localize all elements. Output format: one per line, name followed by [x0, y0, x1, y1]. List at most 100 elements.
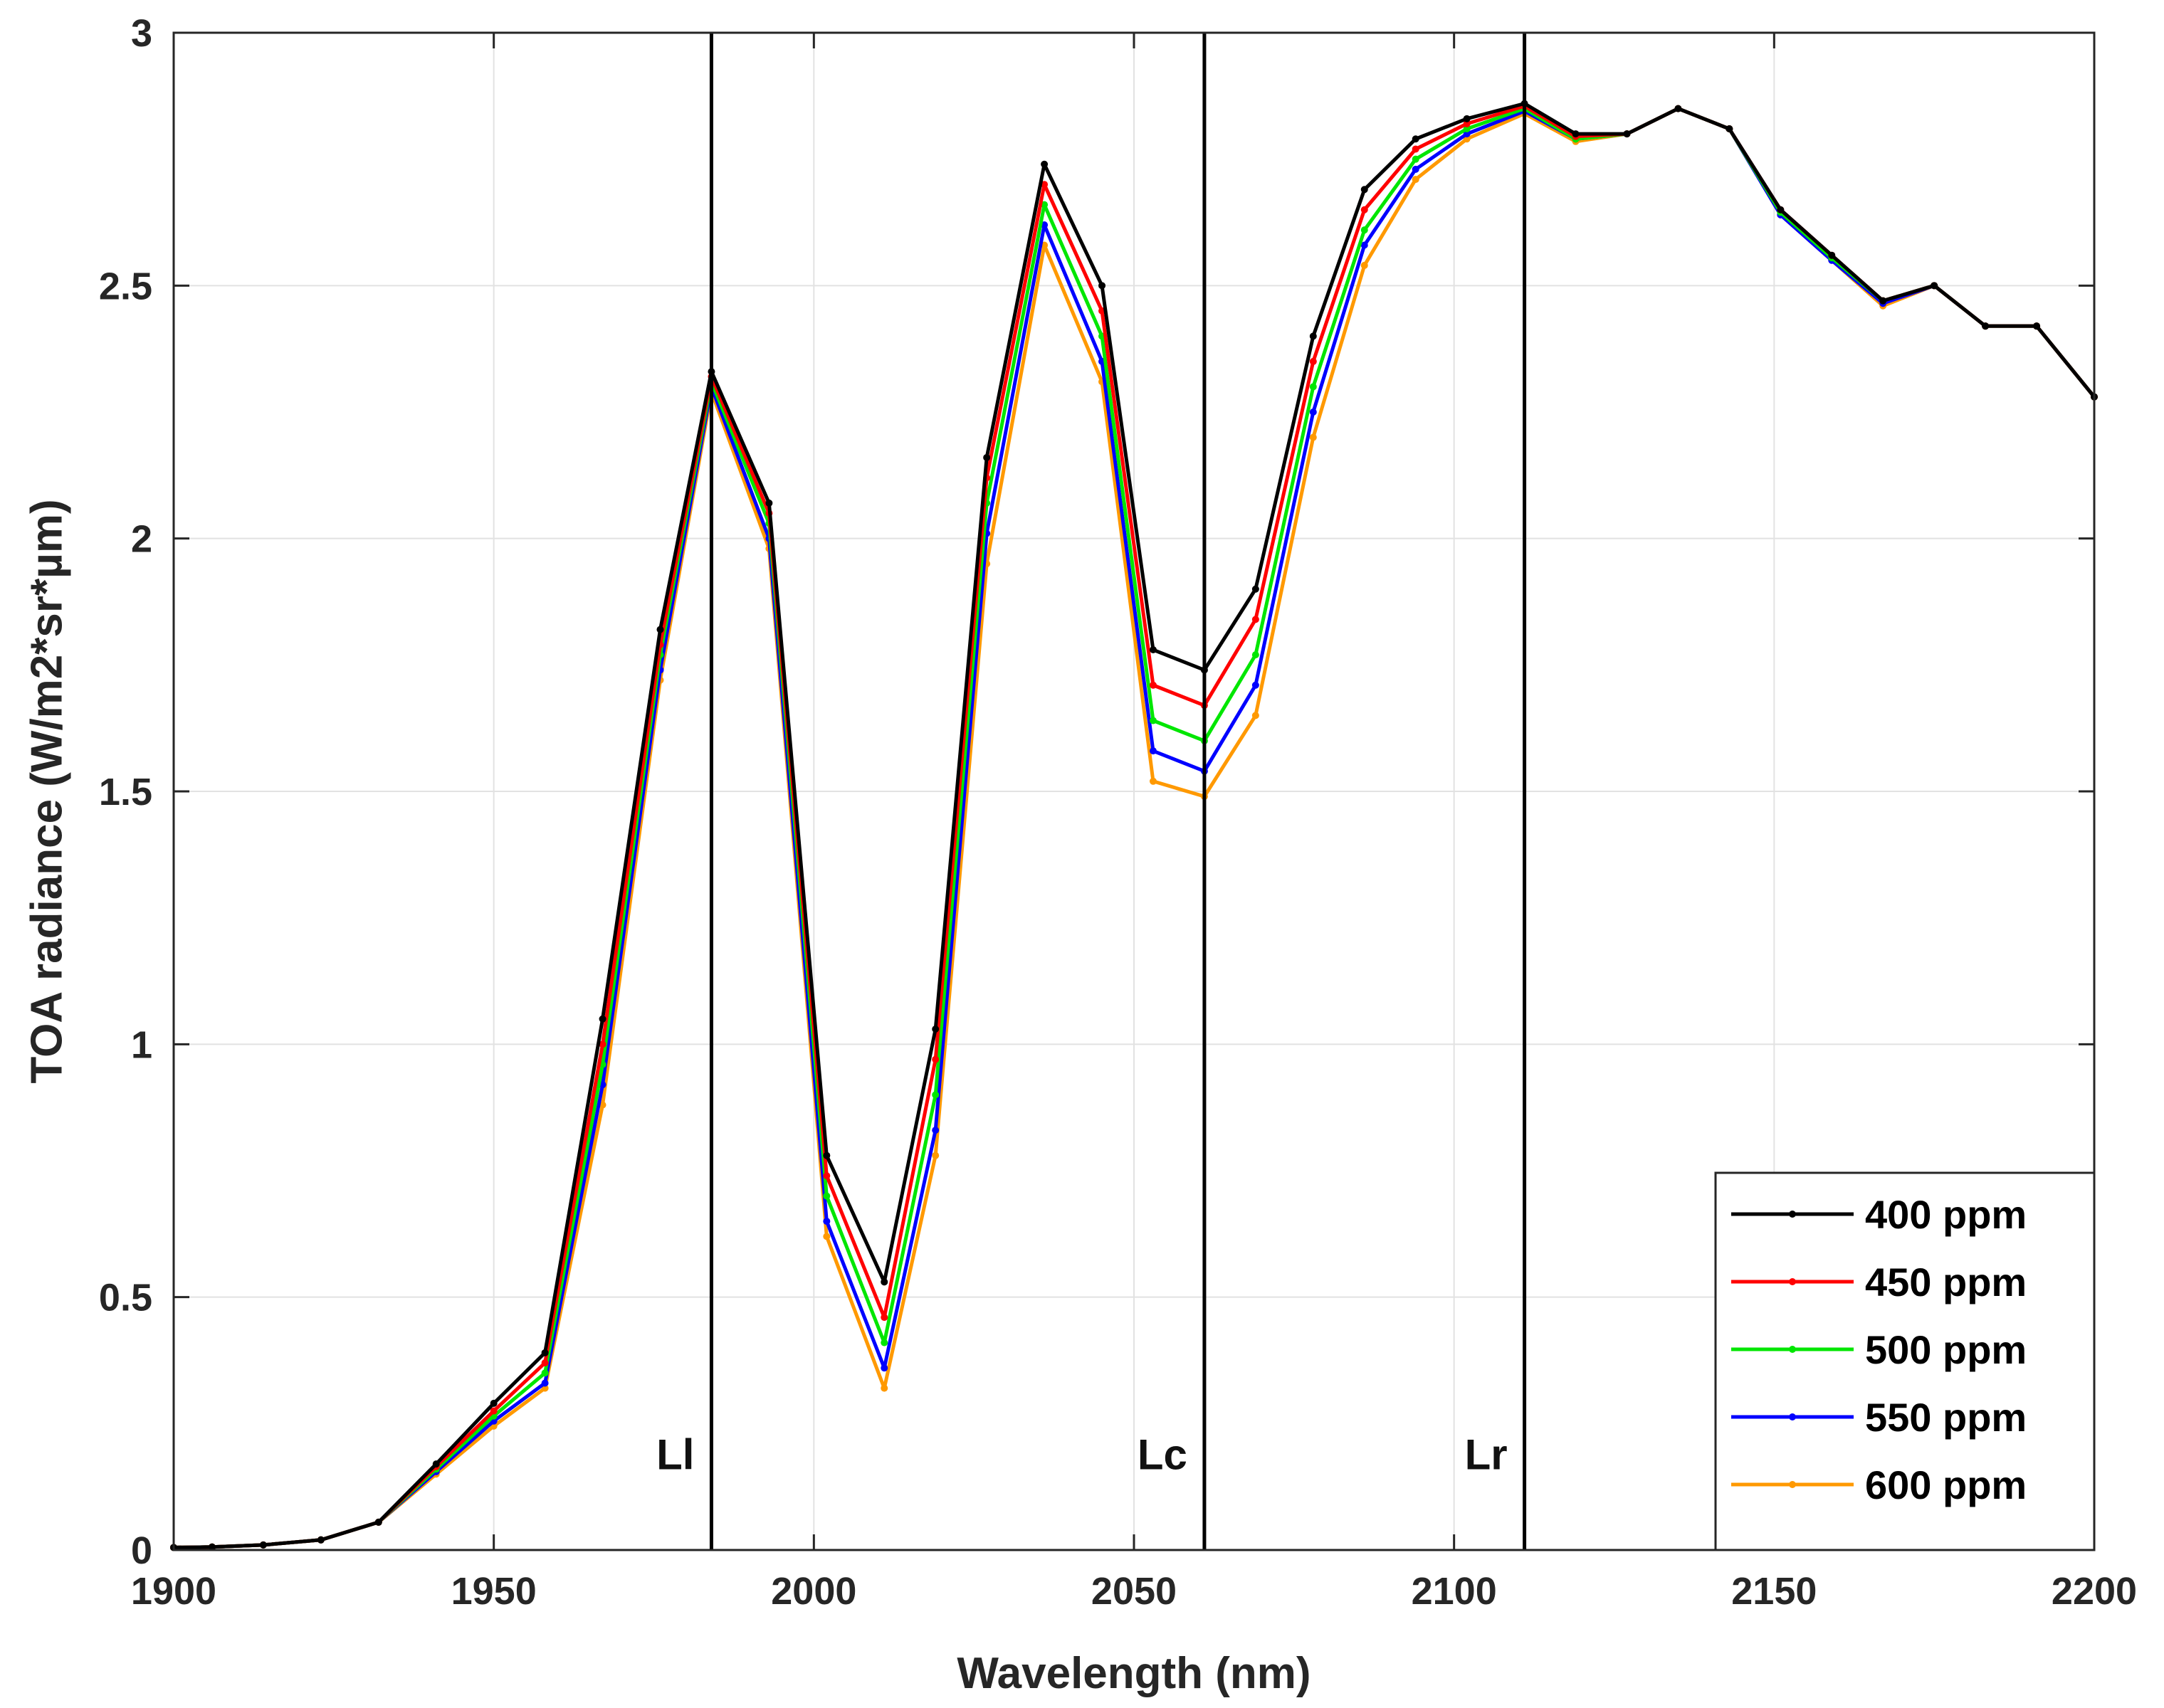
data-point: [1463, 115, 1471, 122]
data-point: [1041, 160, 1049, 168]
data-point: [881, 1339, 888, 1346]
data-point: [1309, 332, 1317, 340]
data-point: [1931, 282, 1938, 290]
data-point: [1149, 646, 1157, 654]
data-point: [1251, 712, 1259, 719]
data-point: [823, 1192, 831, 1200]
data-point: [823, 1151, 831, 1159]
x-tick-label: 2100: [1412, 1570, 1497, 1613]
x-axis-label: Wavelength (nm): [957, 1649, 1311, 1698]
data-point: [1098, 282, 1106, 290]
legend-marker: [1789, 1481, 1796, 1488]
data-point: [1412, 176, 1419, 184]
data-point: [541, 1369, 549, 1377]
data-point: [1879, 297, 1887, 305]
data-point: [259, 1541, 267, 1549]
x-tick-label: 1950: [451, 1570, 537, 1613]
data-point: [1982, 322, 1990, 330]
data-point: [374, 1518, 382, 1526]
data-point: [1251, 616, 1259, 623]
data-point: [881, 1314, 888, 1322]
x-tick-label: 2000: [771, 1570, 856, 1613]
data-point: [932, 1091, 940, 1099]
legend-entry: 400 ppm: [1865, 1192, 2027, 1237]
data-point: [765, 499, 773, 507]
data-point: [881, 1278, 888, 1286]
legend-entry: 600 ppm: [1865, 1462, 2027, 1507]
data-point: [541, 1349, 549, 1356]
y-tick-label: 1.5: [99, 771, 152, 813]
vertical-marker-label: Lc: [1138, 1430, 1187, 1478]
data-point: [823, 1233, 831, 1240]
data-point: [1149, 681, 1157, 689]
data-point: [1674, 105, 1682, 112]
data-point: [881, 1384, 888, 1392]
data-point: [932, 1151, 940, 1159]
data-point: [2033, 322, 2041, 330]
data-point: [1828, 251, 1836, 259]
y-tick-label: 2: [131, 518, 152, 561]
x-tick-label: 2200: [2052, 1570, 2137, 1613]
y-tick-label: 1: [131, 1023, 152, 1066]
data-point: [932, 1127, 940, 1134]
vertical-markers: Ll Lc Lr: [656, 33, 1527, 1550]
legend-box: [1714, 1171, 2096, 1551]
data-point: [1412, 145, 1419, 153]
data-point: [541, 1379, 549, 1387]
series-group: [170, 100, 2098, 1551]
data-point: [1777, 206, 1785, 214]
data-point: [1412, 165, 1419, 173]
data-point: [656, 626, 664, 633]
data-point: [932, 1026, 940, 1033]
data-point: [1360, 226, 1368, 234]
data-point: [1412, 135, 1419, 143]
data-point: [823, 1172, 831, 1180]
data-point: [1149, 717, 1157, 724]
y-axis-label: TOA radiance (W/m2*sr*µm): [22, 499, 71, 1083]
y-tick-label: 3: [131, 12, 152, 55]
legend-entry: 550 ppm: [1865, 1395, 2027, 1440]
data-point: [1360, 241, 1368, 249]
data-point: [1463, 130, 1471, 138]
x-tick-label: 2150: [1731, 1570, 1817, 1613]
data-point: [541, 1359, 549, 1367]
data-point: [1149, 747, 1157, 755]
data-point: [1251, 585, 1259, 593]
data-point: [1572, 130, 1580, 138]
data-point: [1360, 261, 1368, 269]
data-point: [1309, 357, 1317, 365]
x-tick-label: 2050: [1091, 1570, 1177, 1613]
data-point: [1041, 181, 1049, 189]
legend-marker: [1789, 1278, 1796, 1285]
y-tick-label: 2.5: [99, 265, 152, 307]
y-tick-label: 0.5: [99, 1277, 152, 1319]
data-point: [599, 1015, 606, 1023]
data-point: [1726, 125, 1733, 133]
data-point: [1463, 125, 1471, 133]
vertical-marker-label: Lr: [1465, 1430, 1508, 1478]
data-point: [1360, 206, 1368, 214]
legend-entry: 450 ppm: [1865, 1260, 2027, 1304]
data-point: [1149, 777, 1157, 785]
data-point: [317, 1536, 325, 1544]
data-point: [881, 1364, 888, 1372]
data-point: [1251, 681, 1259, 689]
data-point: [1251, 651, 1259, 659]
legend-marker: [1789, 1211, 1796, 1218]
legend-marker: [1789, 1413, 1796, 1420]
vertical-marker-label: Ll: [656, 1430, 694, 1478]
data-point: [1623, 130, 1631, 138]
data-point: [1412, 155, 1419, 163]
data-point: [823, 1218, 831, 1225]
y-tick-label: 0: [131, 1529, 152, 1572]
data-point: [1041, 201, 1049, 209]
data-point: [208, 1543, 216, 1551]
data-point: [1309, 433, 1317, 441]
data-point: [599, 1040, 606, 1048]
axis-ticks: 1900 1950 2000 2050 2100 2150 2200 0 0.5 1 1.5 2 2.5…: [99, 12, 2137, 1613]
data-point: [932, 1055, 940, 1063]
data-point: [1309, 383, 1317, 391]
data-point: [432, 1460, 440, 1468]
data-point: [1360, 186, 1368, 194]
